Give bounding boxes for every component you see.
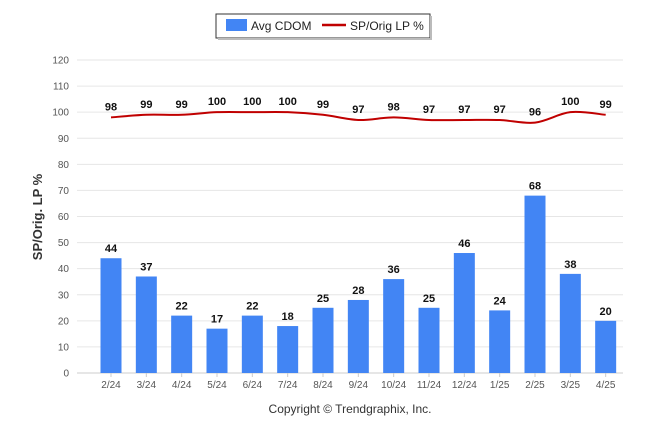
legend-label-sp-orig-lp: SP/Orig LP % (350, 19, 424, 33)
line-value-label: 97 (423, 104, 435, 116)
line-labels: 98 99 99 100 100 100 99 97 98 97 97 97 96 100 99 (105, 96, 612, 118)
y-axis-title: SP/Orig. LP % (30, 173, 45, 260)
bar-value-label: 36 (388, 264, 400, 276)
legend-swatch-avg-cdom (226, 19, 247, 31)
bar-avg-cdom (524, 195, 546, 373)
y-tick-label: 60 (58, 212, 70, 223)
line-value-label: 99 (600, 99, 612, 111)
bar-value-label: 37 (140, 261, 152, 273)
bar-value-label: 25 (317, 293, 329, 305)
line-value-label: 98 (388, 101, 400, 113)
x-tick-label: 1/25 (490, 380, 510, 391)
x-tick-label: 2/24 (101, 380, 121, 391)
bar-value-label: 46 (458, 238, 470, 250)
bar-value-label: 17 (211, 314, 223, 326)
bar-value-label: 68 (529, 181, 541, 193)
bar-value-label: 24 (494, 295, 507, 307)
x-tick-label: 5/24 (207, 380, 227, 391)
y-tick-label: 120 (52, 56, 69, 67)
x-tick-label: 4/24 (172, 380, 192, 391)
y-tick-label: 10 (58, 342, 70, 353)
y-tick-label: 80 (58, 160, 70, 171)
x-tick-label: 10/24 (381, 380, 406, 391)
x-axis-ticks: 2/24 3/24 4/24 5/24 6/24 7/24 8/24 9/24 10/24 11/… (101, 373, 616, 391)
bar-avg-cdom (489, 310, 511, 373)
bar-avg-cdom (383, 279, 405, 373)
bar-avg-cdom (595, 320, 617, 373)
y-tick-label: 90 (58, 134, 70, 145)
y-tick-label: 70 (58, 186, 70, 197)
bar-avg-cdom (100, 258, 122, 373)
bars (100, 195, 617, 373)
bar-value-label: 20 (600, 306, 612, 318)
legend-label-avg-cdom: Avg CDOM (251, 19, 311, 33)
bar-avg-cdom (241, 315, 263, 373)
bar-value-label: 38 (564, 259, 576, 271)
bar-avg-cdom (135, 276, 157, 373)
bar-avg-cdom (277, 326, 299, 373)
line-value-label: 100 (208, 96, 226, 108)
line-value-label: 97 (494, 104, 506, 116)
bar-avg-cdom (206, 328, 228, 373)
x-tick-label: 7/24 (278, 380, 298, 391)
x-tick-label: 9/24 (349, 380, 369, 391)
copyright-text: Copyright © Trendgraphix, Inc. (269, 402, 432, 416)
line-value-label: 100 (243, 96, 261, 108)
bar-value-label: 18 (282, 311, 294, 323)
bar-value-label: 22 (176, 301, 188, 313)
y-tick-label: 110 (53, 82, 69, 93)
y-tick-label: 20 (58, 316, 70, 327)
bar-value-label: 25 (423, 293, 435, 305)
y-tick-label: 50 (58, 238, 70, 249)
bar-avg-cdom (171, 315, 193, 373)
y-axis-ticks: 0 10 20 30 40 50 60 70 80 90 100 110 120 (52, 56, 69, 380)
bar-avg-cdom (312, 307, 334, 373)
x-tick-label: 6/24 (243, 380, 263, 391)
sp-orig-lp-line (110, 110, 606, 124)
line-value-label: 97 (352, 104, 364, 116)
bar-value-label: 28 (352, 285, 364, 297)
y-tick-label: 100 (52, 108, 69, 119)
line-value-label: 100 (561, 96, 579, 108)
y-tick-label: 30 (58, 290, 70, 301)
line-value-label: 97 (458, 104, 470, 116)
bar-value-label: 22 (246, 301, 258, 313)
x-tick-label: 3/24 (137, 380, 157, 391)
legend: Avg CDOM SP/Orig LP % (215, 13, 432, 40)
sp-orig-lp-line-path (110, 110, 606, 124)
line-value-label: 99 (317, 99, 329, 111)
y-tick-label: 40 (58, 264, 70, 275)
x-tick-label: 4/25 (596, 380, 616, 391)
x-tick-label: 12/24 (452, 380, 477, 391)
line-value-label: 96 (529, 107, 541, 119)
x-tick-label: 8/24 (313, 380, 333, 391)
x-tick-label: 11/24 (417, 380, 442, 391)
bar-avg-cdom (453, 253, 475, 373)
x-tick-label: 2/25 (525, 380, 545, 391)
bar-labels: 44 37 22 17 22 18 25 28 36 25 46 24 68 38 20 (105, 181, 612, 326)
line-value-label: 99 (140, 99, 152, 111)
bar-value-label: 44 (105, 243, 118, 255)
line-value-label: 100 (278, 96, 296, 108)
bar-avg-cdom (418, 307, 440, 373)
y-tick-label: 0 (63, 369, 69, 380)
x-tick-label: 3/25 (561, 380, 581, 391)
line-value-label: 98 (105, 101, 117, 113)
line-value-label: 99 (176, 99, 188, 111)
bar-avg-cdom (347, 299, 369, 373)
bar-avg-cdom (559, 273, 581, 373)
